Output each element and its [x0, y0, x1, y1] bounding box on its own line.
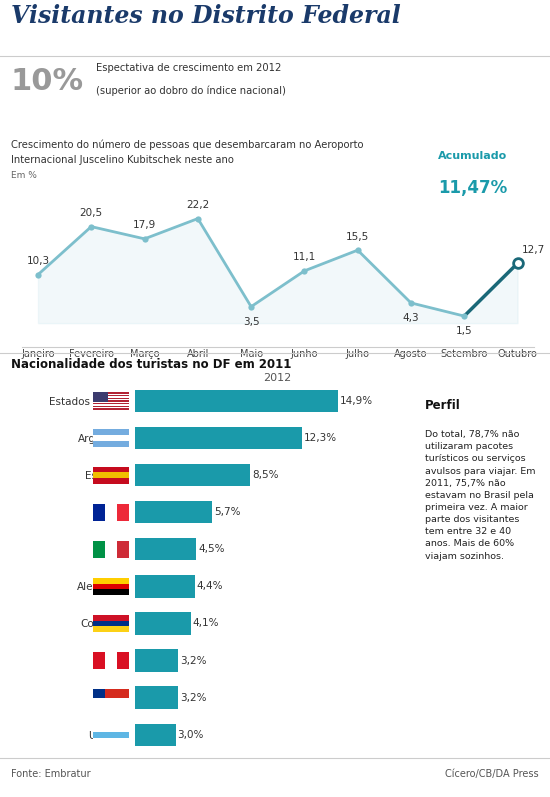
Bar [94, 626, 129, 632]
Text: Visitantes no Distrito Federal: Visitantes no Distrito Federal [11, 4, 401, 28]
Bar [94, 403, 129, 404]
Bar [117, 504, 129, 521]
Text: 4,1%: 4,1% [192, 618, 219, 629]
Bar [135, 427, 302, 450]
Bar [94, 689, 106, 697]
Text: 3,2%: 3,2% [180, 655, 207, 665]
Bar [117, 652, 129, 669]
Bar [106, 652, 117, 669]
Bar [94, 441, 129, 447]
Text: Fonte: Embratur: Fonte: Embratur [11, 768, 91, 779]
Bar [94, 404, 129, 406]
Text: 15,5: 15,5 [346, 232, 369, 241]
Text: 14,9%: 14,9% [339, 396, 373, 406]
Bar [94, 614, 129, 621]
Text: 3,5: 3,5 [243, 317, 260, 327]
Text: 5,7%: 5,7% [214, 507, 241, 517]
Bar [94, 392, 129, 394]
Bar [135, 612, 190, 634]
Bar [94, 406, 129, 407]
Text: Crescimento do número de pessoas que desembarcaram no Aeroporto: Crescimento do número de pessoas que des… [11, 139, 364, 150]
Bar [94, 466, 129, 473]
Text: 4,3: 4,3 [403, 313, 419, 324]
Bar [135, 390, 338, 412]
Text: 1,5: 1,5 [456, 327, 472, 336]
Bar [94, 589, 129, 595]
Bar [94, 540, 106, 558]
Bar [135, 724, 175, 746]
Bar [94, 402, 129, 403]
Bar [94, 697, 129, 706]
Bar [94, 737, 129, 744]
Bar [94, 394, 129, 395]
Bar [94, 400, 129, 402]
Text: Internacional Juscelino Kubitschek neste ano: Internacional Juscelino Kubitschek neste… [11, 155, 234, 165]
Bar [94, 398, 129, 399]
Bar [135, 575, 195, 598]
Bar [94, 407, 129, 408]
Text: 11,1: 11,1 [293, 253, 316, 262]
Bar [94, 578, 129, 583]
Bar [94, 726, 129, 732]
Text: Espectativa de crescimento em 2012: Espectativa de crescimento em 2012 [96, 63, 282, 73]
Text: Perfil: Perfil [425, 399, 461, 412]
Bar [94, 478, 129, 484]
Bar [94, 473, 129, 478]
Bar [94, 652, 106, 669]
Text: Do total, 78,7% não
utilizaram pacotes
turísticos ou serviços
avulsos para viaja: Do total, 78,7% não utilizaram pacotes t… [425, 430, 536, 560]
Bar [135, 464, 250, 486]
Bar [94, 504, 106, 521]
Bar [106, 504, 117, 521]
Bar [135, 686, 178, 709]
Bar [135, 538, 196, 560]
Text: 10,3: 10,3 [26, 256, 50, 266]
Text: Cícero/CB/DA Press: Cícero/CB/DA Press [446, 768, 539, 779]
Text: 11,47%: 11,47% [438, 179, 508, 198]
Bar [117, 540, 129, 558]
Text: 12,7: 12,7 [522, 245, 545, 255]
Text: 8,5%: 8,5% [252, 470, 279, 481]
Text: Em %: Em % [11, 171, 37, 180]
Bar [94, 430, 129, 435]
Text: 2012: 2012 [263, 373, 292, 383]
Bar [94, 392, 108, 402]
Bar [94, 396, 129, 398]
Bar [94, 621, 129, 626]
Text: 12,3%: 12,3% [304, 433, 337, 443]
Text: 17,9: 17,9 [133, 220, 156, 230]
Bar [135, 650, 178, 672]
Text: (superior ao dobro do índice nacional): (superior ao dobro do índice nacional) [96, 85, 286, 96]
Text: 3,0%: 3,0% [178, 729, 204, 740]
Bar [106, 540, 117, 558]
Text: 10%: 10% [11, 67, 84, 96]
Bar [94, 408, 129, 410]
Text: 20,5: 20,5 [80, 208, 103, 218]
Text: Acumulado: Acumulado [438, 151, 508, 162]
Bar [94, 435, 129, 441]
Bar [94, 399, 129, 400]
Text: 22,2: 22,2 [186, 200, 210, 210]
Bar [135, 501, 212, 524]
Text: Nacionalidade dos turistas no DF em 2011: Nacionalidade dos turistas no DF em 2011 [11, 358, 292, 371]
Text: 3,2%: 3,2% [180, 693, 207, 703]
Text: 4,5%: 4,5% [198, 544, 224, 555]
Bar [94, 583, 129, 589]
Bar [94, 395, 129, 396]
Bar [94, 689, 129, 697]
Text: 4,4%: 4,4% [197, 581, 223, 591]
Bar [94, 732, 129, 737]
